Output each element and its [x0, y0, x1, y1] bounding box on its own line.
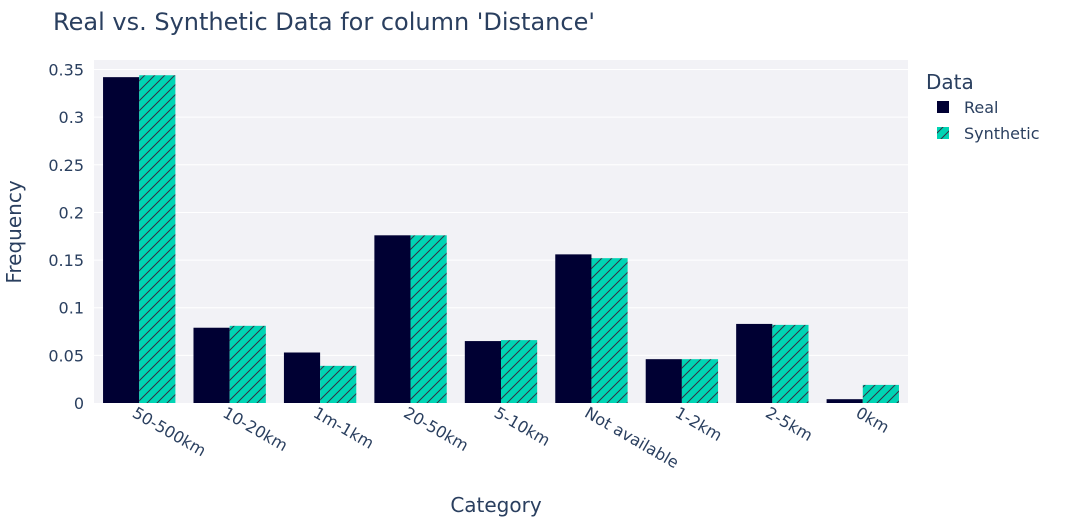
- bar-synthetic-2: [320, 365, 357, 403]
- legend-swatch-real: [937, 101, 949, 113]
- bar-synthetic-6: [681, 359, 719, 403]
- x-tick-label: 5-10km: [491, 403, 553, 450]
- bar-real-4: [464, 341, 501, 403]
- bar-real-8: [826, 399, 863, 403]
- y-tick-label: 0.2: [59, 203, 84, 222]
- chart-title: Real vs. Synthetic Data for column 'Dist…: [53, 8, 595, 36]
- bar-real-1: [193, 327, 230, 403]
- bar-synthetic-7: [772, 324, 809, 403]
- x-tick-label: 10-20km: [220, 403, 291, 455]
- y-tick-label: 0.35: [48, 61, 84, 80]
- bar-real-5: [555, 254, 592, 403]
- x-axis-ticks: 50-500km 10-20km 1m-1km 20-50km 5-10km Not av…: [129, 403, 892, 472]
- y-tick-label: 0: [74, 394, 84, 413]
- x-tick-label: 1-2km: [672, 403, 726, 445]
- legend-label-real: Real: [964, 98, 999, 117]
- y-tick-label: 0.3: [59, 108, 84, 127]
- bar-synthetic-0: [139, 75, 176, 403]
- bars: [103, 75, 899, 404]
- y-tick-label: 0.15: [48, 251, 84, 270]
- legend-swatch-synthetic: [937, 127, 949, 139]
- bar-synthetic-3: [410, 235, 447, 403]
- x-tick-label: 50-500km: [129, 403, 209, 460]
- legend-title: Data: [926, 70, 974, 94]
- x-tick-label: 2-5km: [762, 403, 816, 445]
- x-tick-label: 0km: [853, 403, 893, 437]
- x-tick-label: 20-50km: [401, 403, 472, 455]
- bar-real-6: [645, 359, 682, 403]
- x-tick-label: Not available: [581, 403, 682, 472]
- y-tick-label: 0.05: [48, 346, 84, 365]
- legend: Data Real Synthetic: [926, 70, 1040, 143]
- legend-label-synthetic: Synthetic: [964, 124, 1040, 143]
- x-tick-label: 1m-1km: [310, 403, 377, 453]
- y-axis-title: Frequency: [2, 180, 26, 283]
- bar-real-7: [736, 323, 773, 403]
- bar-real-3: [374, 235, 411, 403]
- y-axis-ticks: 0 0.05 0.1 0.15 0.2 0.25 0.3 0.35: [48, 61, 84, 413]
- y-tick-label: 0.25: [48, 156, 84, 175]
- bar-synthetic-5: [591, 258, 628, 403]
- bar-synthetic-4: [501, 340, 538, 403]
- y-tick-label: 0.1: [59, 299, 84, 318]
- x-axis-title: Category: [450, 493, 542, 517]
- bar-synthetic-1: [229, 325, 266, 403]
- bar-real-0: [103, 77, 140, 404]
- bar-real-2: [283, 352, 321, 403]
- bar-synthetic-8: [862, 384, 899, 403]
